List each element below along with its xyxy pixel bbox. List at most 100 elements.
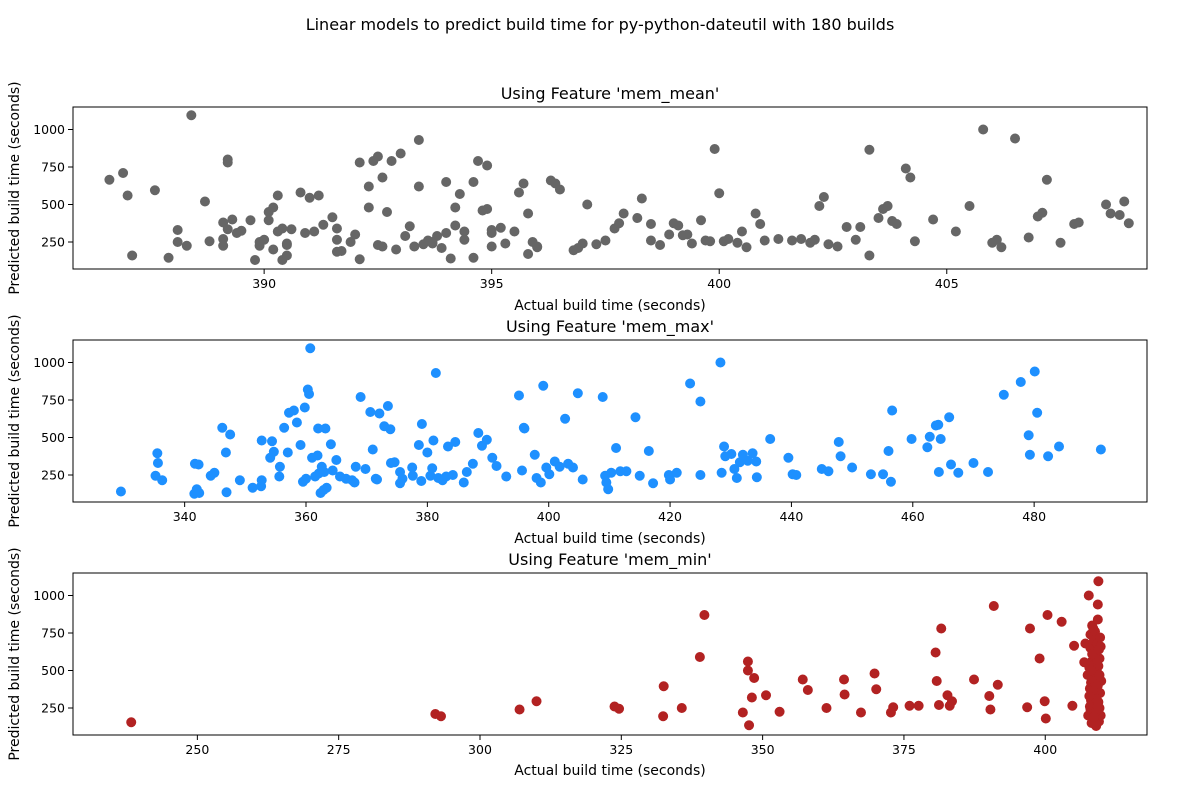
scatter-point <box>723 234 734 244</box>
scatter-point <box>371 474 382 485</box>
scatter-point <box>567 462 578 473</box>
scatter-point <box>765 434 776 444</box>
scatter-point <box>1015 377 1026 387</box>
scatter-point <box>409 241 420 252</box>
plot-frame <box>72 572 1148 736</box>
scatter-point <box>554 461 565 472</box>
scatter-point <box>632 213 643 223</box>
scatter-point <box>913 700 924 711</box>
scatter-point <box>115 486 126 497</box>
scatter-point <box>833 437 844 447</box>
scatter-point <box>732 237 743 248</box>
scatter-point <box>597 392 608 402</box>
scatter-point <box>935 434 946 444</box>
scatter-point <box>300 228 311 238</box>
x-axis-label: Actual build time (seconds) <box>514 298 705 314</box>
y-ticks: 250 500 750 1000 <box>33 355 73 483</box>
scatter-point <box>1101 199 1112 210</box>
scatter-point <box>274 471 285 482</box>
scatter-point <box>486 225 497 235</box>
scatter-point <box>501 471 512 482</box>
scatter-point <box>152 458 163 468</box>
scatter-point <box>695 470 706 480</box>
scatter-point <box>634 470 645 481</box>
y-tick-label: 500 <box>41 197 65 212</box>
scatter-point <box>796 234 807 244</box>
scatter-point <box>1010 133 1021 144</box>
scatter-point <box>122 190 133 201</box>
figure-suptitle: Linear models to predict build time for … <box>306 15 895 34</box>
scatter-point <box>544 469 555 480</box>
scatter-point <box>430 368 441 378</box>
scatter-point <box>199 196 210 207</box>
scatter-point <box>591 239 602 250</box>
y-tick-label: 500 <box>41 663 65 678</box>
scatter-point <box>643 446 654 456</box>
scatter-point <box>751 456 762 467</box>
scatter-point <box>554 184 565 195</box>
scatter-point <box>309 226 320 237</box>
scatter-point <box>250 255 261 265</box>
scatter-point <box>855 222 866 232</box>
scatter-point <box>630 412 641 423</box>
scatter-point <box>295 187 306 198</box>
x-tick-label: 460 <box>901 509 925 524</box>
scatter-point <box>1083 590 1094 601</box>
scatter-point <box>797 674 808 685</box>
scatter-point <box>500 238 511 249</box>
panel-title: Using Feature 'mem_mean' <box>501 84 720 104</box>
scatter-point <box>816 464 827 474</box>
scatter-point <box>823 239 834 250</box>
scatter-point <box>459 234 470 245</box>
scatter-point <box>450 437 461 447</box>
scatter-point <box>621 466 632 477</box>
scatter-point <box>883 446 894 456</box>
scatter-point <box>850 234 861 245</box>
scatter-point <box>809 234 820 245</box>
scatter-point <box>395 148 406 159</box>
scatter-point <box>655 240 666 250</box>
scatter-points <box>126 576 1107 731</box>
plot-frame <box>72 339 1148 503</box>
scatter-point <box>523 208 534 219</box>
scatter-point <box>783 452 794 463</box>
scatter-point <box>944 412 955 423</box>
scatter-point <box>818 192 829 202</box>
scatter-point <box>865 469 876 480</box>
x-axis-label: Actual build time (seconds) <box>514 763 705 779</box>
scatter-point <box>513 187 524 198</box>
scatter-point <box>427 238 438 249</box>
scatter-point <box>286 224 297 235</box>
scatter-point <box>645 219 656 229</box>
y-tick-label: 500 <box>41 430 65 445</box>
scatter-point <box>220 447 231 458</box>
y-tick-label: 750 <box>41 393 65 408</box>
scatter-point <box>882 201 893 211</box>
scatter-point <box>222 224 233 235</box>
scatter-point <box>572 388 583 399</box>
scatter-point <box>731 473 742 483</box>
scatter-point <box>454 189 465 199</box>
scatter-point <box>391 244 402 255</box>
scatter-point <box>905 172 916 183</box>
scatter-point <box>759 235 770 246</box>
scatter-point <box>186 110 197 121</box>
scatter-point <box>984 691 995 701</box>
scatter-point <box>268 244 279 255</box>
scatter-point <box>744 720 755 731</box>
scatter-point <box>930 647 941 658</box>
scatter-point <box>1039 696 1050 707</box>
scatter-point <box>172 237 183 247</box>
scatter-point <box>577 238 588 249</box>
scatter-point <box>350 229 361 240</box>
scatter-point <box>611 443 622 453</box>
scatter-point <box>327 465 338 476</box>
scatter-point <box>1069 640 1080 651</box>
scatter-point <box>281 250 292 261</box>
scatter-point <box>682 229 693 240</box>
y-tick-label: 250 <box>41 701 65 716</box>
scatter-point <box>696 215 707 226</box>
scatter-point <box>1095 632 1106 643</box>
x-ticks: 340 360 380 400 420 440 460 480 <box>173 502 1046 524</box>
scatter-point <box>360 464 371 474</box>
